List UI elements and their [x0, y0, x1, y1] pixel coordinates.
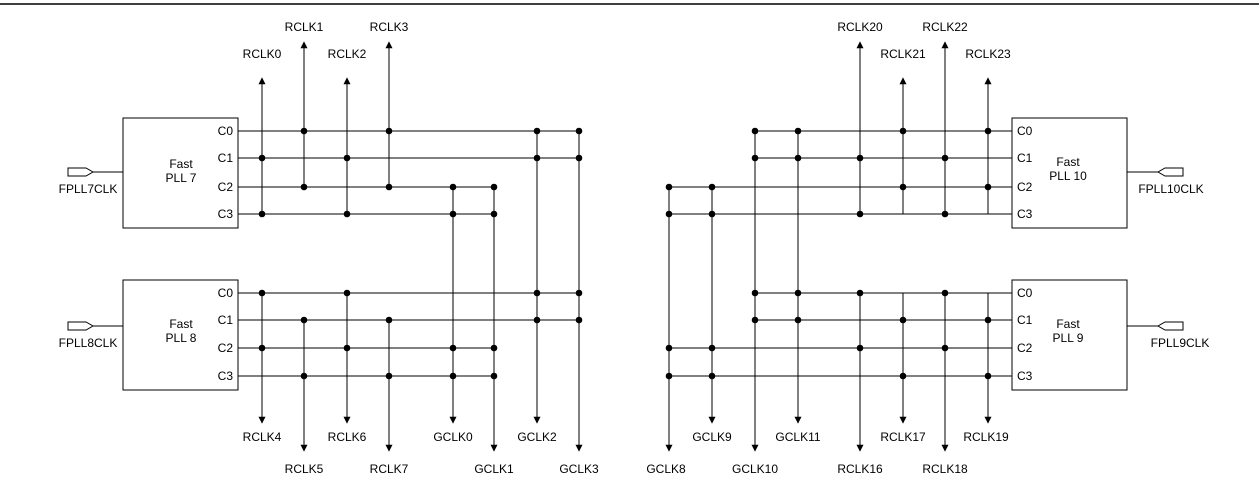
pll9-port-c0: C0: [1017, 286, 1033, 300]
label-gclk0: GCLK0: [433, 430, 473, 444]
pll9-input-pin-icon: [1156, 321, 1184, 331]
pll10-box: [1011, 117, 1128, 229]
pll8-block: Fast PLL 8 C0 C1 C2 C3 FPLL8CLK: [59, 279, 239, 391]
pll7-label-line2: PLL 7: [166, 171, 197, 185]
label-rclk18: RCLK18: [922, 462, 968, 476]
pll9-block: Fast PLL 9 C0 C1 C2 C3 FPLL9CLK: [1011, 279, 1210, 391]
pll7-block: Fast PLL 7 C0 C1 C2 C3 FPLL7CLK: [59, 117, 239, 229]
pll8-port-c3: C3: [218, 369, 234, 383]
label-rclk0: RCLK0: [243, 47, 282, 61]
label-rclk22: RCLK22: [922, 20, 968, 34]
label-rclk2: RCLK2: [328, 47, 367, 61]
label-rclk7: RCLK7: [370, 462, 409, 476]
label-rclk4: RCLK4: [243, 430, 282, 444]
pll10-input-pin-icon: [1156, 167, 1184, 177]
pll8-box: [122, 279, 239, 391]
pll8-input-label: FPLL8CLK: [59, 336, 118, 350]
pll10-label-line1: Fast: [1056, 155, 1080, 169]
label-gclk10: GCLK10: [732, 462, 778, 476]
pll7-port-c0: C0: [218, 124, 234, 138]
label-rclk21: RCLK21: [880, 47, 926, 61]
pll8-port-c2: C2: [218, 341, 234, 355]
clock-labels: RCLK0 RCLK1 RCLK2 RCLK3 RCLK4 RCLK5 RCLK…: [243, 20, 1011, 476]
pll9-label-line2: PLL 9: [1053, 331, 1084, 345]
pll10-block: Fast PLL 10 C0 C1 C2 C3 FPLL10CLK: [1011, 117, 1204, 229]
label-gclk1: GCLK1: [474, 462, 514, 476]
pll8-port-c0: C0: [218, 286, 234, 300]
pll9-port-c3: C3: [1017, 369, 1033, 383]
pll9-port-c1: C1: [1017, 313, 1033, 327]
pll9-port-c2: C2: [1017, 341, 1033, 355]
label-rclk3: RCLK3: [370, 20, 409, 34]
label-rclk1: RCLK1: [285, 20, 324, 34]
pll9-box: [1011, 279, 1128, 391]
pll10-port-c1: C1: [1017, 151, 1033, 165]
label-rclk6: RCLK6: [328, 430, 367, 444]
label-rclk23: RCLK23: [965, 47, 1011, 61]
pll7-port-c3: C3: [218, 207, 234, 221]
pll8-label-line1: Fast: [169, 317, 193, 331]
pll10-label-line2: PLL 10: [1049, 169, 1087, 183]
label-rclk5: RCLK5: [285, 462, 324, 476]
label-gclk11: GCLK11: [775, 430, 820, 444]
junction-dots: [258, 127, 992, 380]
label-gclk2: GCLK2: [517, 430, 557, 444]
label-rclk17: RCLK17: [880, 430, 926, 444]
pll7-input-pin-icon: [67, 167, 95, 177]
pll8-port-c1: C1: [218, 313, 234, 327]
pll9-input-label: FPLL9CLK: [1151, 336, 1210, 350]
pll7-box: [122, 117, 239, 229]
clock-lines: [258, 41, 992, 452]
pll8-label-line2: PLL 8: [166, 331, 197, 345]
pll10-port-c2: C2: [1017, 180, 1033, 194]
pll7-label-line1: Fast: [169, 157, 193, 171]
label-rclk20: RCLK20: [837, 20, 883, 34]
pll10-input-label: FPLL10CLK: [1138, 182, 1203, 196]
bus-lines: [238, 130, 1012, 377]
label-rclk16: RCLK16: [837, 462, 883, 476]
pll10-port-c3: C3: [1017, 207, 1033, 221]
pll9-label-line1: Fast: [1056, 317, 1080, 331]
pll8-input-pin-icon: [67, 321, 95, 331]
label-gclk3: GCLK3: [559, 462, 599, 476]
pll7-port-c1: C1: [218, 151, 234, 165]
pll7-input-label: FPLL7CLK: [59, 182, 118, 196]
pll10-port-c0: C0: [1017, 124, 1033, 138]
pll7-port-c2: C2: [218, 180, 234, 194]
label-gclk8: GCLK8: [646, 462, 686, 476]
label-rclk19: RCLK19: [963, 430, 1009, 444]
label-gclk9: GCLK9: [692, 430, 732, 444]
